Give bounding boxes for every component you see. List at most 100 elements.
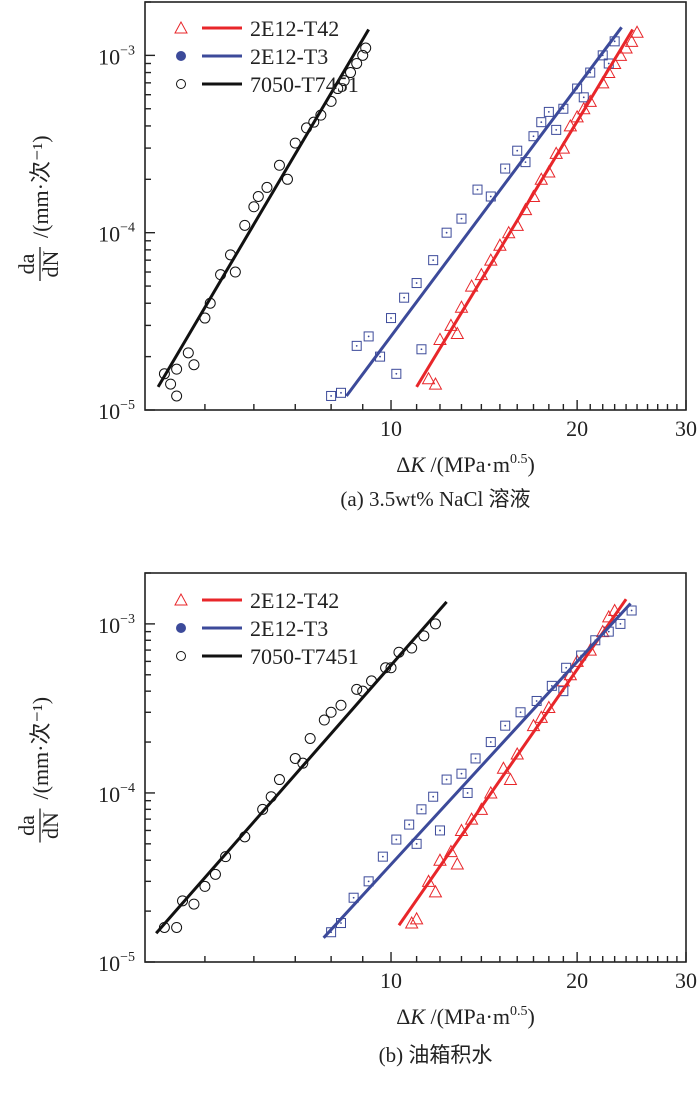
- x-axis-label-delta: Δ: [396, 1004, 410, 1029]
- y-tick-label: 10−4: [98, 221, 135, 247]
- data-point-square: [416, 804, 427, 815]
- data-point-circle: [360, 42, 372, 54]
- data-point-square-dot: [420, 808, 423, 811]
- y-axis-label-unit: /(mm·次⁻¹): [28, 697, 53, 800]
- y-tick-exponent: −4: [120, 781, 135, 796]
- data-point-circle: [261, 181, 273, 193]
- data-point-square: [441, 227, 452, 238]
- fit-line-2E12-T42: [415, 28, 634, 388]
- data-point-square: [500, 720, 511, 731]
- data-point-square: [416, 344, 427, 355]
- data-point-triangle: [630, 25, 644, 38]
- data-point-square-dot: [395, 838, 398, 841]
- data-point-square-dot: [415, 282, 418, 284]
- data-point-square: [441, 774, 452, 785]
- legend-label: 7050-T7451: [250, 72, 359, 97]
- data-point-square-dot: [630, 609, 633, 612]
- data-point-square: [411, 838, 422, 849]
- fit-line-7050-T7451: [156, 28, 370, 388]
- data-point-triangle: [450, 856, 465, 870]
- x-axis-label-exp: 0.5: [510, 1004, 528, 1019]
- panel-caption: (a) 3.5wt% NaCl 溶液: [340, 487, 530, 511]
- x-axis-label: ΔK /(MPa·m0.5): [396, 1004, 535, 1029]
- data-point-triangle: [421, 371, 436, 385]
- data-point-square-dot: [582, 96, 585, 99]
- data-point-circle: [239, 219, 251, 231]
- y-tick-label: 10−3: [98, 43, 135, 69]
- data-point-square-dot: [565, 666, 568, 669]
- data-point-square-dot: [460, 217, 463, 220]
- data-point-square: [363, 331, 374, 342]
- data-point-square-dot: [445, 778, 448, 781]
- legend-marker-circle: [176, 79, 186, 89]
- data-point-square-dot: [408, 823, 411, 826]
- data-point-triangle: [444, 844, 458, 858]
- legend-marker-circle: [176, 651, 186, 661]
- x-axis-label-close: ): [527, 452, 534, 477]
- data-point-square: [348, 892, 359, 903]
- data-point-circle: [257, 803, 269, 815]
- series-2E12-T3: [326, 605, 637, 938]
- y-axis-label-numerator: da: [14, 815, 39, 836]
- data-point-circle: [281, 173, 293, 185]
- data-point-square-dot: [504, 724, 507, 727]
- data-point-circle: [351, 57, 363, 69]
- y-tick-base: 10: [98, 44, 120, 69]
- data-point-square-dot: [395, 372, 398, 375]
- data-point-square: [456, 213, 467, 224]
- data-point-circle: [429, 618, 441, 630]
- y-tick-label: 10−5: [98, 398, 135, 424]
- x-tick-label: 10: [380, 968, 402, 993]
- y-axis-label-unit: /(mm·次⁻¹): [28, 135, 53, 238]
- data-point-circle: [177, 895, 189, 907]
- data-point-square: [351, 340, 362, 351]
- data-point-square-dot: [532, 135, 535, 138]
- fit-line-2E12-T3: [345, 26, 623, 397]
- data-point-square: [391, 368, 402, 379]
- data-point-circle: [318, 714, 330, 726]
- y-tick-exponent: −4: [120, 221, 135, 236]
- data-point-circle: [220, 851, 232, 863]
- data-point-square-dot: [390, 317, 392, 319]
- legend-marker-triangle: [174, 592, 188, 606]
- data-point-square-dot: [519, 711, 522, 714]
- data-point-circle: [252, 190, 264, 202]
- data-point-square-dot: [415, 842, 418, 845]
- y-axis-label: da dN /(mm·次⁻¹): [14, 697, 63, 843]
- data-point-triangle: [404, 915, 419, 929]
- data-point-square-dot: [381, 855, 384, 858]
- data-point-square: [363, 876, 374, 887]
- data-point-square-dot: [540, 121, 543, 124]
- data-point-square: [512, 145, 523, 156]
- series-2E12-T42: [421, 25, 644, 390]
- y-tick-base: 10: [98, 222, 120, 247]
- data-point-square-dot: [489, 741, 492, 743]
- x-tick-label: 20: [566, 968, 588, 993]
- x-axis-label-var: K: [409, 452, 426, 477]
- data-point-triangle: [409, 911, 424, 925]
- data-point-square-dot: [355, 344, 358, 347]
- legend-label: 2E12-T3: [250, 616, 328, 641]
- data-point-circle: [308, 116, 320, 128]
- data-point-square: [399, 292, 410, 303]
- y-tick-exponent: −5: [120, 398, 135, 413]
- data-point-square-dot: [367, 335, 370, 338]
- data-point-circle: [289, 752, 301, 764]
- data-point-square: [551, 124, 562, 135]
- data-point-circle: [357, 49, 369, 61]
- data-point-square-dot: [403, 296, 406, 299]
- x-tick-label: 30: [675, 968, 697, 993]
- x-axis-label-unit: /(MPa·m: [425, 1004, 510, 1029]
- data-point-square-dot: [352, 896, 355, 899]
- data-point-square-dot: [432, 259, 435, 262]
- data-point-square: [428, 255, 439, 266]
- data-point-square-dot: [420, 348, 423, 351]
- y-axis-label-denominator: dN: [38, 250, 63, 277]
- data-point-circle: [418, 630, 430, 642]
- data-point-triangle: [624, 34, 639, 47]
- data-point-square: [434, 825, 445, 836]
- y-tick-label: 10−4: [98, 781, 135, 807]
- y-tick-exponent: −5: [120, 950, 135, 965]
- data-point-circle: [171, 921, 183, 933]
